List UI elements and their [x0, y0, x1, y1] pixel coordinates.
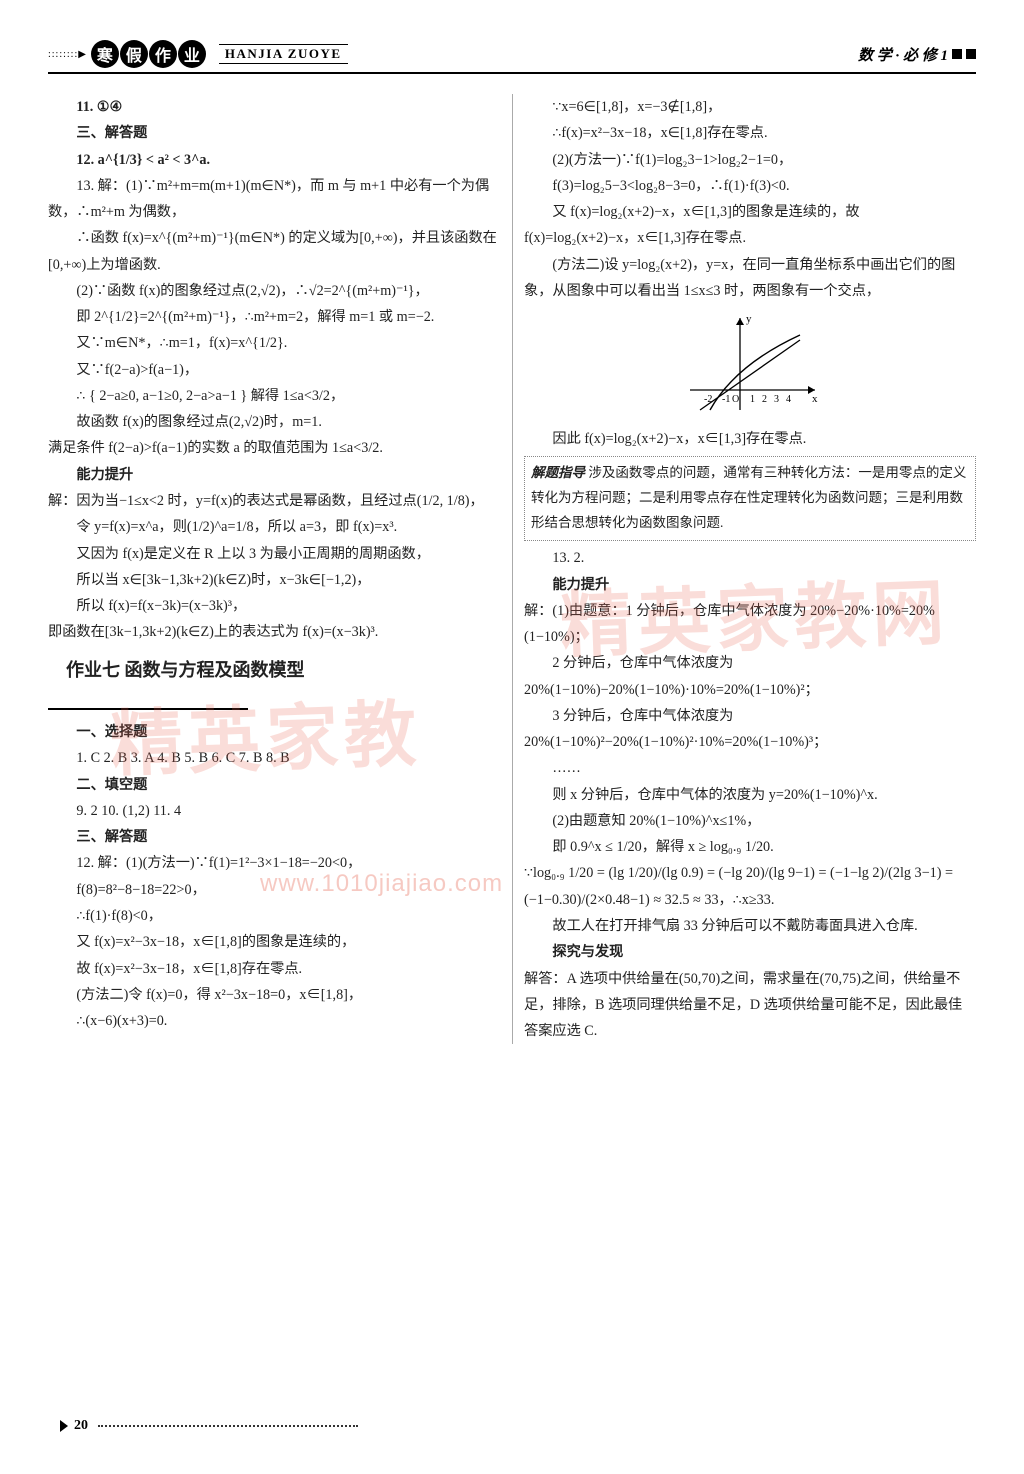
ability-5: 所以 f(x)=f(x−3k)=(x−3k)³， [48, 593, 500, 619]
triangle-icon [60, 1420, 68, 1432]
svg-text:x: x [812, 393, 818, 405]
r1: ∵x=6∈[1,8]，x=−3∉[1,8]， [524, 94, 976, 120]
answer-11: 11. ①④ [48, 94, 500, 120]
solution-13-5: 又∵m∈N*，∴m=1，f(x)=x^{1/2}. [48, 330, 500, 356]
header-subject-text: 数 学 · 必 修 1 [858, 44, 948, 65]
badge-char: 寒 [91, 40, 119, 68]
ru10: ∵log₀.₉ 1/20 = (lg 1/20)/(lg 0.9) = (−lg… [524, 860, 976, 913]
s7-12d: 又 f(x)=x²−3x−18，x∈[1,8]的图象是连续的， [48, 929, 500, 955]
ability-6: 即函数在[3k−1,3k+2)(k∈Z)上的表达式为 f(x)=(x−3k)³. [48, 619, 500, 645]
square-icon [966, 49, 976, 59]
answer-12: 12. a^{1/3} < a² < 3^a. [48, 147, 500, 173]
s7-12c: ∴f(1)·f(8)<0， [48, 903, 500, 929]
svg-text:2: 2 [762, 394, 767, 405]
s7-12f: (方法二)令 f(x)=0，得 x²−3x−18=0，x∈[1,8]， [48, 982, 500, 1008]
r3: (2)(方法一)∵f(1)=log₂3−1>log₂2−1=0， [524, 147, 976, 173]
r13: 13. 2. [524, 545, 976, 571]
r5: 又 f(x)=log₂(x+2)−x，x∈[1,3]的图象是连续的，故 f(x)… [524, 199, 976, 252]
solution-13-4: 即 2^{1/2}=2^{(m²+m)⁻¹}，∴m²+m=2，解得 m=1 或 … [48, 304, 500, 330]
header-pinyin: HANJIA ZUOYE [219, 44, 348, 64]
ru1: 解：(1)由题意：1 分钟后，仓库中气体浓度为 20%−20%·10%=20%(… [524, 598, 976, 651]
solution-13-9: 满足条件 f(2−a)>f(a−1)的实数 a 的取值范围为 1≤a<3/2. [48, 435, 500, 461]
svg-text:-2: -2 [704, 394, 712, 405]
hint-text: 涉及函数零点的问题，通常有三种转化方法：一是用零点的定义转化为方程问题；二是利用… [531, 465, 966, 530]
section-7-title: 作业七 函数与方程及函数模型 [48, 654, 500, 687]
ru9: 即 0.9^x ≤ 1/20，解得 x ≥ log₀.₉ 1/20. [524, 834, 976, 860]
s7-heading-1: 一、选择题 [48, 719, 500, 745]
solution-13-1: 13. 解：(1)∵m²+m=m(m+1)(m∈N*)，而 m 与 m+1 中必… [48, 173, 500, 226]
svg-text:O: O [732, 394, 739, 405]
svg-text:4: 4 [786, 394, 791, 405]
title-underline [48, 708, 248, 710]
svg-text:3: 3 [774, 394, 779, 405]
ru4: 3 分钟后，仓库中气体浓度为 [524, 703, 976, 729]
section-7-wrap: 作业七 函数与方程及函数模型 [48, 654, 500, 720]
r6: (方法二)设 y=log₂(x+2)，y=x，在同一直角坐标系中画出它们的图象，… [524, 252, 976, 305]
solution-13-3: (2)∵函数 f(x)的图象经过点(2,√2)，∴√2=2^{(m²+m)⁻¹}… [48, 278, 500, 304]
content-columns: 11. ①④ 三、解答题 12. a^{1/3} < a² < 3^a. 13.… [48, 94, 976, 1044]
function-graph: x y -2 -1 O 1 2 3 4 [680, 310, 820, 420]
ability-1: 解：因为当−1≤x<2 时，y=f(x)的表达式是幂函数，且经过点(1/2, 1… [48, 488, 500, 514]
r7: 因此 f(x)=log₂(x+2)−x，x∈[1,3]存在零点. [524, 426, 976, 452]
r4: f(3)=log₂5−3<log₂8−3=0，∴f(1)·f(3)<0. [524, 173, 976, 199]
badge-char: 作 [149, 40, 177, 68]
s7-heading-3: 三、解答题 [48, 824, 500, 850]
ru5: 20%(1−10%)²−20%(1−10%)²·10%=20%(1−10%)³； [524, 729, 976, 755]
ability-heading-r: 能力提升 [524, 572, 976, 598]
page-header: ::::::::▶ 寒 假 作 业 HANJIA ZUOYE 数 学 · 必 修… [48, 40, 976, 74]
hint-label: 解题指导 [531, 465, 585, 480]
title-badge: 寒 假 作 业 [91, 40, 207, 68]
ru7: 则 x 分钟后，仓库中气体的浓度为 y=20%(1−10%)^x. [524, 782, 976, 808]
s7-answers-fill: 9. 2 10. (1,2) 11. 4 [48, 798, 500, 824]
solution-13-2: ∴函数 f(x)=x^{(m²+m)⁻¹}(m∈N*) 的定义域为[0,+∞)，… [48, 225, 500, 278]
square-icon [952, 49, 962, 59]
solution-13-6: 又∵f(2−a)>f(a−1)， [48, 357, 500, 383]
svg-text:-1: -1 [722, 394, 730, 405]
discover-heading: 探究与发现 [524, 939, 976, 965]
section-heading: 三、解答题 [48, 120, 500, 146]
ability-4: 所以当 x∈[3k−1,3k+2)(k∈Z)时，x−3k∈[−1,2)， [48, 567, 500, 593]
ru3: 20%(1−10%)−20%(1−10%)·10%=20%(1−10%)²； [524, 677, 976, 703]
s7-12g: ∴(x−6)(x+3)=0. [48, 1008, 500, 1034]
s7-heading-2: 二、填空题 [48, 772, 500, 798]
ru2: 2 分钟后，仓库中气体浓度为 [524, 650, 976, 676]
s7-answers-mc: 1. C 2. B 3. A 4. B 5. B 6. C 7. B 8. B [48, 745, 500, 771]
solution-13-7: ∴ { 2−a≥0, a−1≥0, 2−a>a−1 } 解得 1≤a<3/2， [48, 383, 500, 409]
page-number: 20 [74, 1418, 88, 1434]
page-footer: 20 [60, 1418, 358, 1434]
r2: ∴f(x)=x²−3x−18，x∈[1,8]存在零点. [524, 120, 976, 146]
ru6: …… [524, 755, 976, 781]
hint-box: 解题指导 涉及函数零点的问题，通常有三种转化方法：一是用零点的定义转化为方程问题… [524, 456, 976, 541]
ability-2: 令 y=f(x)=x^a，则(1/2)^a=1/8，所以 a=3，即 f(x)=… [48, 514, 500, 540]
header-subject: 数 学 · 必 修 1 [858, 44, 976, 65]
header-dots: ::::::::▶ [48, 49, 87, 60]
watermark-url: www.1010jiajiao.com [260, 870, 503, 898]
ability-heading: 能力提升 [48, 462, 500, 488]
solution-13-8: 故函数 f(x)的图象经过点(2,√2)时，m=1. [48, 409, 500, 435]
ru8: (2)由题意知 20%(1−10%)^x≤1%， [524, 808, 976, 834]
svg-text:1: 1 [750, 394, 755, 405]
s7-12e: 故 f(x)=x²−3x−18，x∈[1,8]存在零点. [48, 956, 500, 982]
ability-3: 又因为 f(x)是定义在 R 上以 3 为最小正周期的周期函数， [48, 541, 500, 567]
footer-dots [98, 1425, 358, 1427]
badge-char: 业 [178, 40, 206, 68]
discover-text: 解答：A 选项中供给量在(50,70)之间，需求量在(70,75)之间，供给量不… [524, 966, 976, 1045]
svg-text:y: y [746, 313, 752, 325]
badge-char: 假 [120, 40, 148, 68]
ru11: 故工人在打开排气扇 33 分钟后可以不戴防毒面具进入仓库. [524, 913, 976, 939]
